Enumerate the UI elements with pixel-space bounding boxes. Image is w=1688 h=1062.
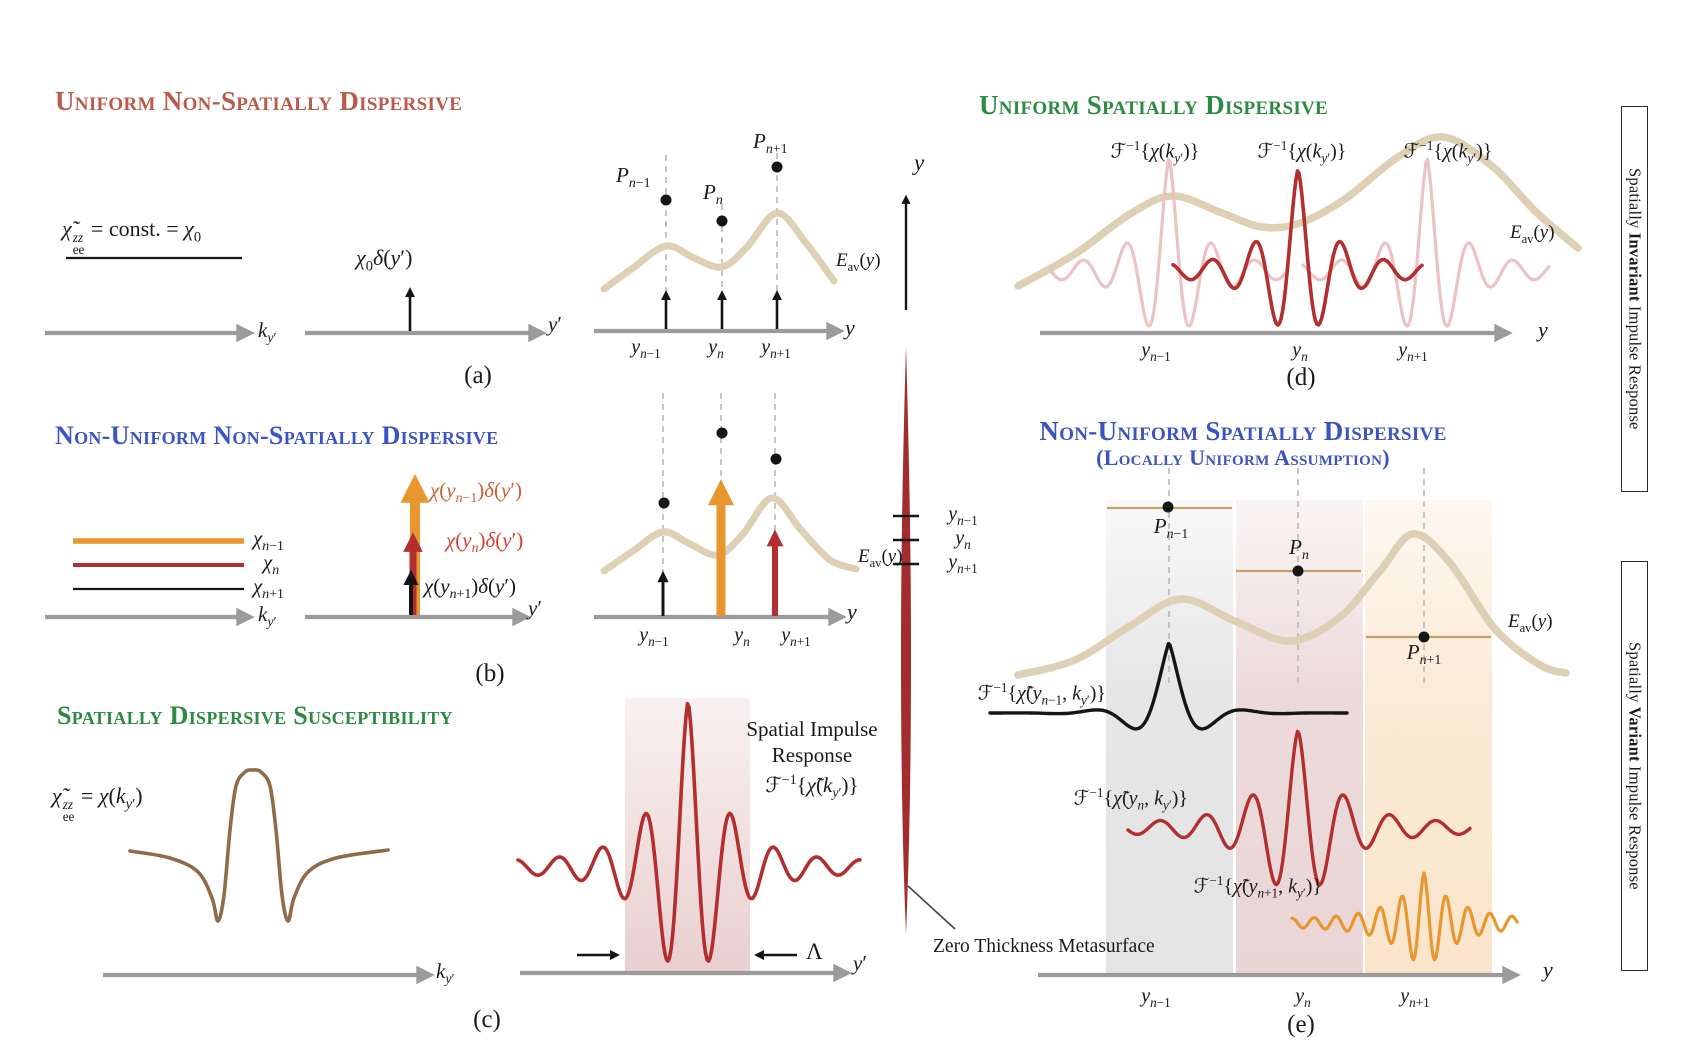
panel-e-f-black-label: ℱ−1{χ̃(yn−1, ky′)} <box>977 680 1106 708</box>
panel-d-eav-label: Eav(y) <box>1510 222 1555 246</box>
delta-arrows <box>400 287 784 616</box>
cell-bands <box>1106 500 1492 975</box>
spatial-impulse-response-curve <box>516 701 862 963</box>
middle-tick-np1: yn+1 <box>948 551 978 576</box>
panel-a-p-n: Pn <box>703 180 723 208</box>
panel-b-tick-np1: yn+1 <box>781 624 811 649</box>
panel-b-legend-np1: χn+1 <box>253 574 284 602</box>
panel-e-eav-label: Eav(y) <box>1508 611 1553 635</box>
panel-a-formula: χ̃ zz ee = const. = χ0 <box>62 216 202 257</box>
eav-curve-b <box>600 494 860 575</box>
panel-c-sir-line2: Response <box>771 743 853 767</box>
panel-a-k-axis-label: ky′ <box>258 318 277 346</box>
panel-e-f-red-label: ℱ−1{χ̃(yn, ky′)} <box>1073 785 1188 813</box>
middle-tick-nm1: yn−1 <box>948 503 978 528</box>
panel-d-f-label-2: ℱ−1{χ(ky′)} <box>1257 138 1347 166</box>
panel-d-tick-nm1: yn−1 <box>1141 339 1171 364</box>
panel-c-yprime-label: y′ <box>853 951 867 975</box>
sidebar-invariant-label: Spatially Invariant Impulse Response <box>1625 168 1645 430</box>
panel-c-sir-formula: ℱ−1{χ̃(ky′)} <box>765 772 859 801</box>
panel-b-yprime-label: y′ <box>528 596 542 620</box>
panel-c-title: Spatially Dispersive Susceptibility <box>57 701 453 730</box>
panel-e-f-orange-label: ℱ−1{χ̃(yn+1, ky′)} <box>1193 873 1322 901</box>
chi-k-curve <box>128 768 390 923</box>
panel-e-tick-np1: yn+1 <box>1400 985 1430 1010</box>
sidebar-invariant-box: Spatially Invariant Impulse Response <box>1621 106 1648 492</box>
panel-e-p-np1: Pn+1 <box>1406 640 1442 668</box>
panel-a-yprime-label: y′ <box>548 312 562 336</box>
panel-c-caption: (c) <box>473 1006 501 1033</box>
panel-a-tick-n: yn <box>708 336 724 361</box>
panel-c-lambda-label: Λ <box>806 939 823 964</box>
panel-c-sir-line1: Spatial Impulse <box>746 717 878 741</box>
panel-e-subtitle: (Locally Uniform Assumption) <box>1096 445 1390 470</box>
panel-e-title: Non-Uniform Spatially Dispersive <box>1039 416 1447 446</box>
middle-y-axis-label: y <box>914 150 925 175</box>
panel-b-y-axis-label: y <box>847 599 857 624</box>
panel-b-arrow-label-nm1: χ(yn−1)δ(y′) <box>430 478 522 506</box>
panel-a-eav-label: Eav(y) <box>836 250 881 274</box>
panel-d-f-label-3: ℱ−1{χ(ky′)} <box>1403 138 1493 166</box>
panel-e-p-n: Pn <box>1289 535 1309 563</box>
impulse-orange-curve <box>1290 871 1519 962</box>
panel-e-caption: (e) <box>1287 1011 1315 1038</box>
polarization-dots <box>658 161 1430 643</box>
sidebar-variant-label: Spatially Variant Impulse Response <box>1625 642 1645 890</box>
eav-curve-d <box>1014 133 1582 290</box>
panel-e-tick-n: yn <box>1295 985 1311 1010</box>
impulse-black-curve <box>988 641 1349 731</box>
panel-b-caption: (b) <box>475 660 505 687</box>
panel-c-formula: χ̃ zz ee = χ(ky′) <box>52 783 143 824</box>
panel-b-tick-n: yn <box>734 624 750 649</box>
metasurface-ticks <box>893 514 919 566</box>
panel-a-y-axis-label: y <box>845 315 855 340</box>
panel-a-title: Uniform Non-Spatially Dispersive <box>55 86 463 116</box>
panel-d-f-label-1: ℱ−1{χ(ky′)} <box>1110 138 1200 166</box>
eav-curve-e <box>1014 530 1570 679</box>
panel-e-y-axis-label: y <box>1543 957 1553 982</box>
eav-curve-a <box>600 209 838 293</box>
panel-a-tick-nm1: yn−1 <box>631 336 661 361</box>
panel-a-caption: (a) <box>464 362 492 389</box>
sidebar-variant-box: Spatially Variant Impulse Response <box>1621 561 1648 971</box>
panel-b-legend-n: χn <box>263 550 280 578</box>
panel-b-tick-nm1: yn−1 <box>639 624 669 649</box>
middle-tick-n: yn <box>955 527 971 552</box>
panel-a-delta-label: χ0δ(y′) <box>356 245 413 275</box>
panel-b-k-axis-label: ky′ <box>258 602 277 630</box>
wavelet-red-center <box>1171 169 1424 327</box>
panel-d-caption: (d) <box>1286 364 1316 391</box>
panel-b-legend-nm1: χn−1 <box>253 526 284 554</box>
panel-a-tick-np1: yn+1 <box>761 336 791 361</box>
panel-c-k-axis-label: ky′ <box>436 959 455 987</box>
legend-lines <box>73 538 244 591</box>
panel-e-tick-nm1: yn−1 <box>1141 985 1171 1010</box>
panel-a-p-nm1: Pn−1 <box>616 163 651 191</box>
panel-d-title: Uniform Spatially Dispersive <box>979 90 1329 120</box>
zero-thickness-label: Zero Thickness Metasurface <box>933 936 1155 957</box>
panel-d-y-axis-label: y <box>1538 317 1548 342</box>
metasurface-pointer <box>907 885 956 930</box>
wavelet-pink-right <box>1301 157 1551 328</box>
axes <box>45 321 1521 985</box>
metasurface-line <box>901 346 911 934</box>
panel-d-tick-np1: yn+1 <box>1398 339 1428 364</box>
panel-b-eav-label: Eav(y) <box>858 546 903 570</box>
panel-e-p-nm1: Pn−1 <box>1153 514 1189 542</box>
panel-b-arrow-label-n: χ(yn)δ(y′) <box>446 528 524 556</box>
impulse-red-curve <box>1126 729 1472 887</box>
panel-a-p-np1: Pn+1 <box>753 129 788 157</box>
panel-b-arrow-label-np1: χ(yn+1)δ(y′) <box>424 574 516 602</box>
panel-d-tick-n: yn <box>1292 339 1308 364</box>
panel-b-title: Non-Uniform Non-Spatially Dispersive <box>55 421 499 450</box>
impulse-window-band <box>625 698 750 973</box>
